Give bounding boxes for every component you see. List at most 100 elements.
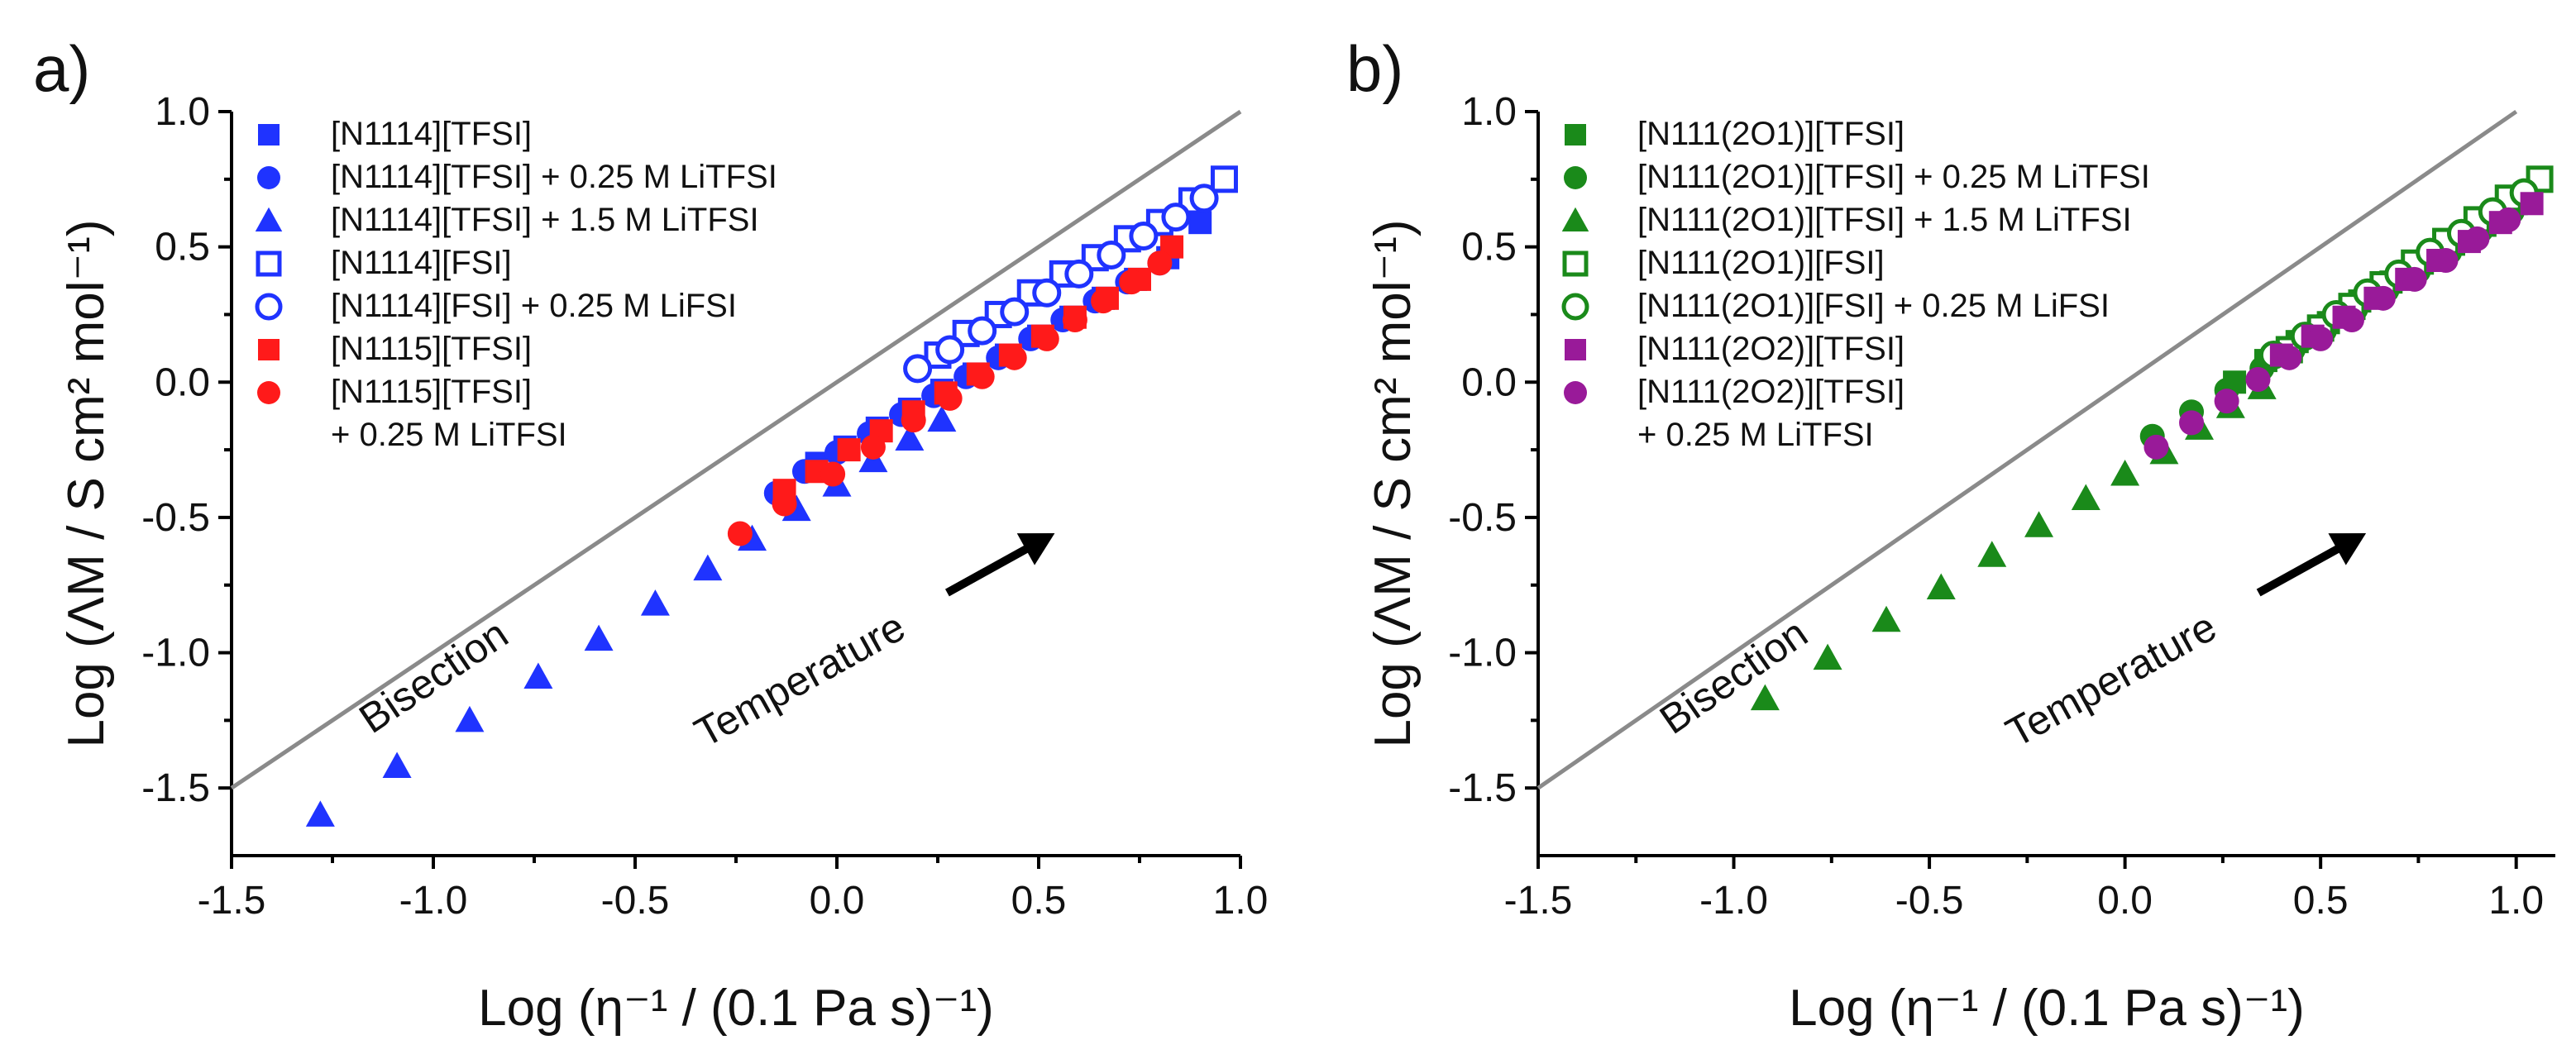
legend-label: [N1115][TFSI] <box>331 374 532 410</box>
x-tick-label: -1.5 <box>1504 879 1573 923</box>
data-point <box>2402 266 2427 292</box>
data-point <box>2464 226 2490 251</box>
data-point <box>2071 484 2100 510</box>
data-point <box>1926 573 1956 599</box>
legend-marker <box>1561 293 1589 321</box>
data-point <box>2179 410 2205 436</box>
y-tick-label: -1.0 <box>141 632 210 675</box>
data-point <box>969 364 995 389</box>
data-point <box>1189 184 1219 213</box>
legend-marker <box>1565 339 1586 360</box>
y-tick-label: 0.5 <box>1461 226 1517 270</box>
data-point <box>1161 203 1191 232</box>
data-point <box>1119 270 1145 295</box>
data-point <box>1188 211 1212 235</box>
legend-marker <box>1561 207 1589 231</box>
bisection-segment <box>1537 109 2518 790</box>
data-point <box>1129 222 1159 251</box>
series-layer <box>1750 165 2554 711</box>
legend-marker <box>1564 166 1587 189</box>
legend-label: [N111(2O1)][FSI] + 0.25 M LiFSI <box>1637 288 2110 324</box>
data-point <box>2433 248 2459 273</box>
data-point <box>455 705 485 732</box>
y-tick-label: -0.5 <box>141 496 210 540</box>
x-axis-title: Log (η⁻¹ / (0.1 Pa s)⁻¹) <box>1789 980 2305 1037</box>
legend-label-line2: + 0.25 M LiTFSI <box>1637 417 1874 453</box>
legend-marker <box>258 339 280 360</box>
legend-marker <box>1562 250 1589 277</box>
data-point <box>693 554 723 581</box>
bisection-line <box>1537 109 2518 790</box>
axes: -1.5 -1.0 -0.5 0.0 0.5 1.0 1.0 0.5 0.0 -0.5 -1.0 -1… <box>1448 90 2555 923</box>
y-tick-label: -1.5 <box>141 766 210 810</box>
x-tick-label: 1.0 <box>1213 879 1269 923</box>
data-point <box>1062 308 1087 332</box>
panel-label: a) <box>33 32 90 105</box>
legend-label: [N111(2O2)][TFSI] <box>1637 331 1905 367</box>
data-point <box>927 405 957 432</box>
legend-marker <box>257 166 280 189</box>
x-tick-label: 0.0 <box>2097 879 2153 923</box>
y-tick-label: -1.0 <box>1448 632 1517 675</box>
data-point <box>1210 165 1238 193</box>
panel-b: b) -1.5 -1.0 -0.5 0.0 0.5 1.01.00.50.0-0.5-1.… <box>1346 32 2555 1037</box>
legend-marker <box>255 293 283 321</box>
bisection-line <box>230 109 1242 790</box>
temperature-arrow <box>2256 533 2367 597</box>
series-2 <box>305 405 957 827</box>
y-tick-label: 0.5 <box>155 226 210 270</box>
y-axis-title: Log (ΛM / S cm² mol⁻¹) <box>1364 219 1422 747</box>
data-point <box>1032 278 1062 308</box>
bisection-label: Bisection <box>1651 609 1816 742</box>
axes: -1.5 -1.0 -0.5 0.0 0.5 1.0 1.0 0.5 0.0 -0.5 -1.0 -1… <box>141 90 1268 923</box>
data-point <box>640 589 670 616</box>
arrow-shaft <box>944 537 1042 597</box>
data-point <box>895 424 925 451</box>
data-point <box>1813 643 1842 670</box>
panel-a: a) -1.5 -1.0 -0.5 0.0 0.5 1.01.00.50.0-0.5-1.… <box>33 32 1268 1037</box>
data-point <box>1147 250 1173 276</box>
data-point <box>2370 285 2396 311</box>
data-point <box>901 408 926 433</box>
y-tick-label: 1.0 <box>1461 90 1517 134</box>
x-tick-label: -1.0 <box>1699 879 1768 923</box>
legend-label: [N1114][TFSI] + 1.5 M LiTFSI <box>331 202 759 238</box>
data-point <box>584 624 614 651</box>
data-point <box>2339 308 2364 332</box>
data-point <box>1977 541 2007 567</box>
x-tick-label: 0.5 <box>1011 879 1067 923</box>
data-point <box>1064 259 1094 289</box>
y-tick-label: 1.0 <box>155 90 210 134</box>
panel-label: b) <box>1346 32 1403 105</box>
y-axis-title: Log (ΛM / S cm² mol⁻¹) <box>58 219 115 747</box>
y-tick-label: 0.0 <box>155 360 210 404</box>
data-point <box>305 800 335 827</box>
legend-marker <box>256 250 282 277</box>
legend-marker <box>1564 381 1587 404</box>
data-point <box>1091 289 1116 314</box>
data-point <box>523 662 553 689</box>
data-point <box>1750 684 1780 711</box>
x-tick-label: 0.5 <box>2293 879 2349 923</box>
temperature-label: Temperature <box>687 603 913 756</box>
data-point <box>2496 207 2521 232</box>
data-point <box>1000 297 1030 327</box>
data-point <box>1097 240 1126 270</box>
data-point <box>1001 345 1027 370</box>
x-tick-label: -0.5 <box>601 879 670 923</box>
x-tick-label: -0.5 <box>1895 879 1964 923</box>
legend-label: [N1114][TFSI] <box>331 116 532 152</box>
bisection-segment <box>230 109 1242 790</box>
data-point <box>1034 326 1059 351</box>
y-tick-label: -1.5 <box>1448 766 1517 810</box>
legend-label: [N111(2O1)][TFSI] + 0.25 M LiTFSI <box>1637 159 2150 195</box>
data-point <box>2520 192 2544 216</box>
data-point <box>2143 434 2169 460</box>
arrow-shaft <box>2256 537 2354 597</box>
y-tick-label: -0.5 <box>1448 496 1517 540</box>
legend: [N1114][TFSI] [N1114][TFSI] + 0.25 M LiTF… <box>255 116 777 453</box>
data-point <box>382 751 412 778</box>
legend-marker <box>255 207 283 231</box>
